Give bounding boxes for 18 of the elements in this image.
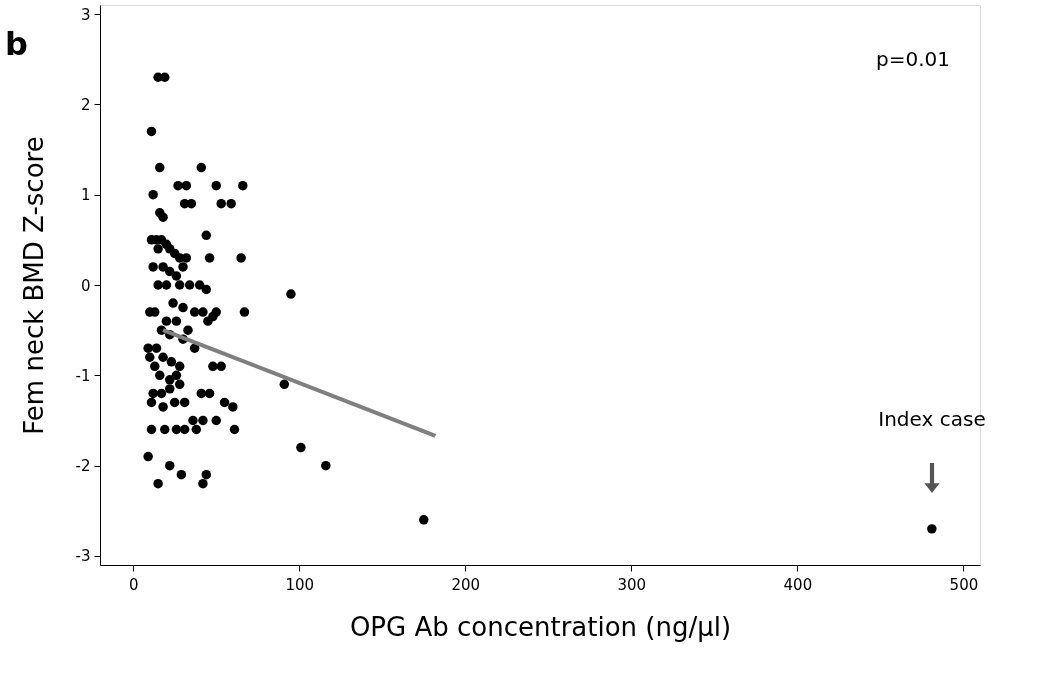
y-tick-label: 3 <box>80 5 91 24</box>
annotation: Index case <box>878 407 986 431</box>
x-tick-label: 400 <box>783 575 813 594</box>
y-tick-label: 1 <box>80 186 91 205</box>
x-axis-title: OPG Ab concentration (ng/µl) <box>349 611 732 642</box>
y-tick-label: 0 <box>80 276 91 295</box>
x-tick-label: 300 <box>617 575 647 594</box>
annotation: p=0.01 <box>876 47 950 71</box>
y-tick-label: 2 <box>80 95 91 114</box>
y-tick-label: -1 <box>75 366 91 385</box>
x-tick-label: 0 <box>128 575 139 594</box>
y-axis-title: Fem neck BMD Z-score <box>18 136 49 435</box>
text: b <box>5 25 28 63</box>
x-tick-label: 500 <box>949 575 979 594</box>
x-tick-label: 100 <box>285 575 315 594</box>
y-tick-label: -2 <box>75 457 91 476</box>
y-tick-label: -3 <box>75 547 91 566</box>
x-tick-label: 200 <box>451 575 481 594</box>
